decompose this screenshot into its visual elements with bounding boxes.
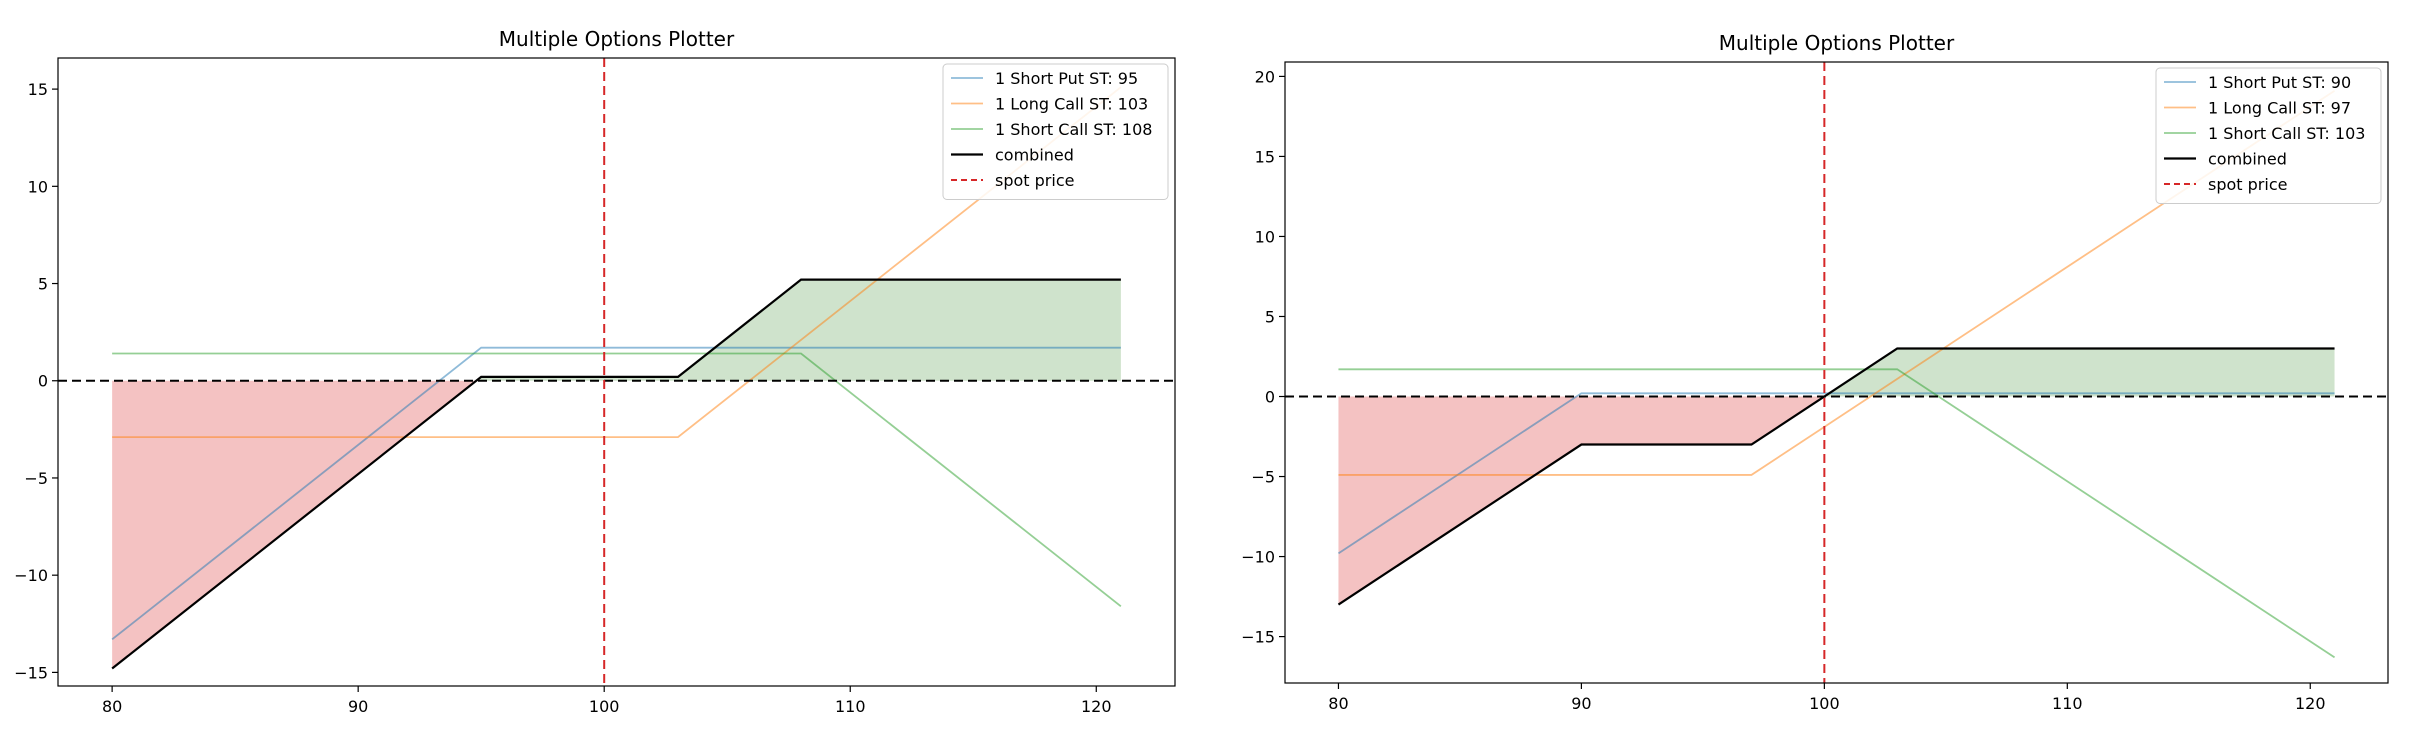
y-tick-label: −15 <box>14 663 48 682</box>
legend-label: 1 Short Call ST: 108 <box>995 120 1152 139</box>
loss-region-fill <box>1338 396 2335 605</box>
y-tick-label: 20 <box>1255 67 1275 86</box>
x-tick-label: 110 <box>835 697 866 716</box>
series-line-2 <box>112 352 1122 607</box>
y-tick-label: 15 <box>28 80 48 99</box>
series-line-1 <box>1338 90 2336 476</box>
y-tick-label: 5 <box>1265 307 1275 326</box>
legend-label: 1 Long Call ST: 103 <box>995 95 1148 114</box>
chart-right: 80 90 100 110 120 −15 −10 −5 0 5 10 15 20 Multiple Op… <box>1241 31 2389 713</box>
y-tick-label: −10 <box>14 566 48 585</box>
x-tick-label: 80 <box>102 697 122 716</box>
series-line-3 <box>111 278 1121 670</box>
y-tick-label: 0 <box>1265 388 1275 407</box>
legend-label: combined <box>995 146 1074 165</box>
x-tick-label: 120 <box>1081 697 1112 716</box>
y-tick-label: 10 <box>1255 227 1275 246</box>
x-tick-label: 110 <box>2052 694 2083 713</box>
legend-label-spot: spot price <box>995 171 1074 190</box>
chart-title: Multiple Options Plotter <box>499 27 735 51</box>
x-tick-label: 100 <box>1809 694 1840 713</box>
y-tick-label: −10 <box>1241 548 1275 567</box>
legend-box <box>942 63 1169 200</box>
loss-region-fill <box>112 380 1121 669</box>
legend-label: 1 Short Put ST: 95 <box>995 69 1138 88</box>
x-tick-label: 90 <box>1571 694 1591 713</box>
legend-box <box>2155 67 2382 204</box>
series-line-0 <box>111 346 1121 641</box>
x-tick-label: 100 <box>589 697 620 716</box>
plot-area <box>58 58 1175 686</box>
y-tick-label: 0 <box>38 372 48 391</box>
legend-label: 1 Long Call ST: 97 <box>2208 99 2351 118</box>
y-tick-label: −5 <box>24 469 48 488</box>
legend-label: combined <box>2208 150 2287 169</box>
y-tick-label: −15 <box>1241 628 1275 647</box>
x-tick-label: 80 <box>1328 694 1348 713</box>
legend: 1 Short Put ST: 90 1 Long Call ST: 97 1 Sh… <box>2155 67 2382 204</box>
y-tick-label: 5 <box>38 275 48 294</box>
chart-left: 80 90 100 110 120 −15 −10 −5 0 5 10 15 Multiple Opti… <box>14 27 1176 716</box>
axes-frame <box>1284 61 2389 684</box>
series-line-0 <box>1337 392 2335 555</box>
legend-label: 1 Short Put ST: 90 <box>2208 73 2351 92</box>
plot-area <box>1285 62 2388 683</box>
profit-region-fill <box>112 279 1121 381</box>
x-tick-label: 90 <box>348 697 368 716</box>
axes-frame <box>57 57 1176 687</box>
series-line-3 <box>1337 347 2335 606</box>
legend: 1 Short Put ST: 95 1 Long Call ST: 103 1 S… <box>942 63 1169 200</box>
profit-region-fill <box>1338 348 2335 397</box>
series-line-1 <box>112 86 1122 439</box>
series-line-2 <box>1338 368 2336 659</box>
legend-label: 1 Short Call ST: 103 <box>2208 124 2365 143</box>
x-tick-label: 120 <box>2295 694 2326 713</box>
y-tick-label: 10 <box>28 177 48 196</box>
legend-label-spot: spot price <box>2208 175 2287 194</box>
chart-title: Multiple Options Plotter <box>1719 31 1955 55</box>
y-tick-label: −5 <box>1251 468 1275 487</box>
y-tick-label: 15 <box>1255 147 1275 166</box>
